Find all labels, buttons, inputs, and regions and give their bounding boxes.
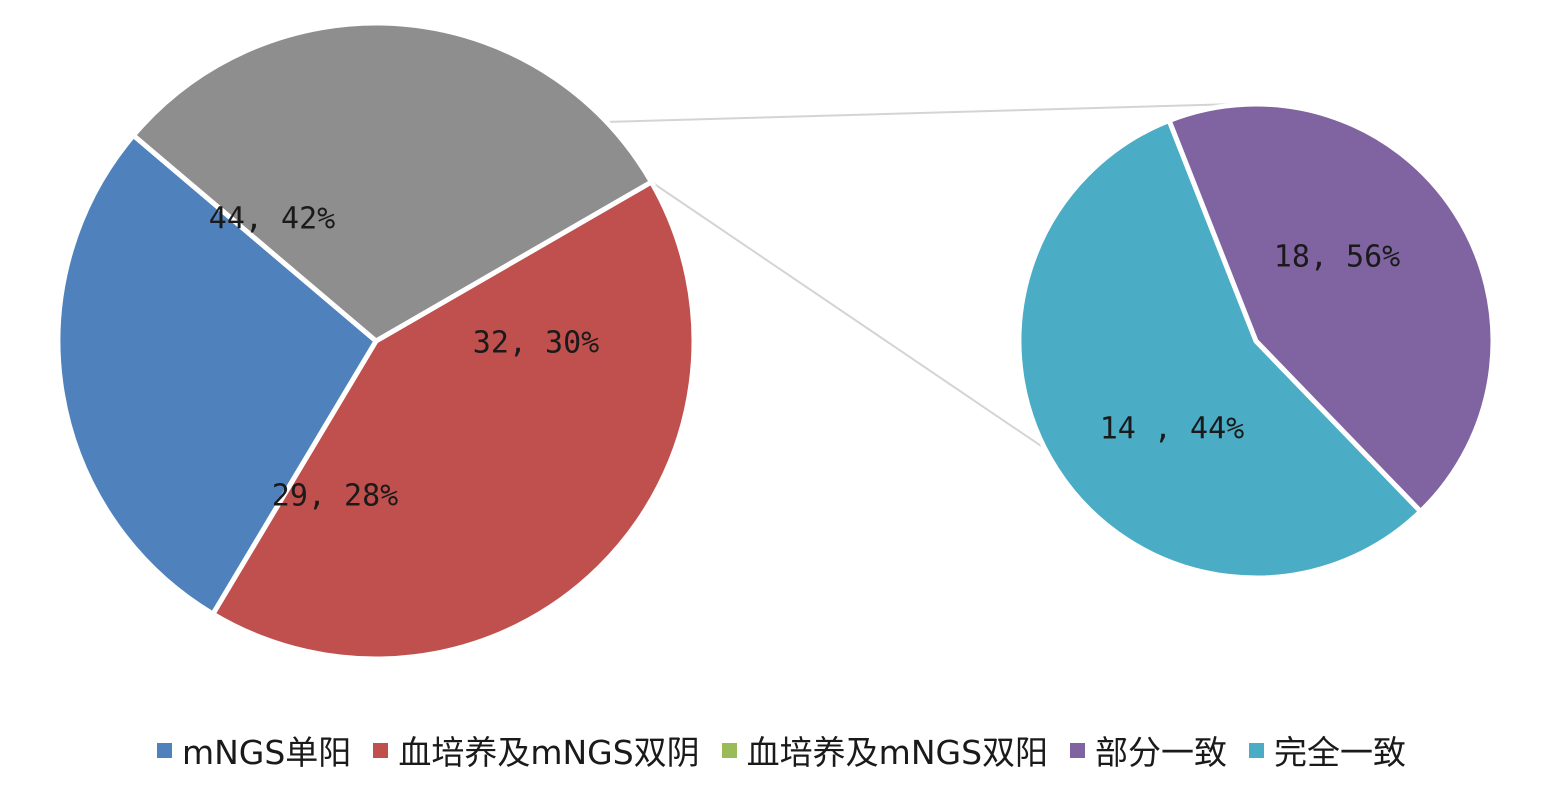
main-pie: [55, 20, 697, 662]
legend-label: 部分一致: [1095, 733, 1228, 772]
main-pie-data-label-1: 29, 28%: [272, 479, 398, 514]
legend-item-0: mNGS单阳: [156, 726, 352, 774]
legend-swatch-icon: [1249, 742, 1265, 758]
main-pie-slice-2: [130, 20, 654, 344]
legend-swatch-icon: [156, 742, 172, 758]
secondary-pie-slice-1: [1166, 101, 1496, 514]
secondary-pie-data-label-0: 18, 56%: [1274, 240, 1400, 275]
legend-label: 血培养及mNGS双阳: [746, 733, 1049, 772]
legend-swatch-icon: [721, 742, 737, 758]
legend-swatch-icon: [373, 742, 389, 758]
data-labels: 44, 42% 29, 28% 32, 30% 18, 56% 14 , 44%: [209, 202, 1400, 514]
main-pie-slice-0: [210, 179, 697, 662]
pie-of-pie-chart: 44, 42% 29, 28% 32, 30% 18, 56% 14 , 44%: [55, 20, 1496, 662]
legend: mNGS单阳 血培养及mNGS双阴 血培养及mNGS双阳 部分一致 完全一致: [0, 722, 1563, 778]
main-pie-data-label-0: 44, 42%: [209, 202, 335, 237]
legend-item-3: 部分一致: [1070, 726, 1227, 774]
legend-swatch-icon: [1070, 742, 1086, 758]
legend-label: 血培养及mNGS双阴: [398, 733, 700, 772]
main-pie-slice-1: [55, 132, 379, 617]
secondary-pie: [1016, 101, 1496, 581]
secondary-pie-slice-0: [1016, 117, 1424, 581]
secondary-pie-data-label-1: 14 , 44%: [1100, 412, 1245, 447]
legend-label: mNGS单阳: [181, 733, 352, 772]
legend-item-4: 完全一致: [1249, 726, 1406, 774]
legend-item-1: 血培养及mNGS双阴: [373, 726, 700, 774]
legend-label: 完全一致: [1274, 733, 1407, 772]
legend-item-2: 血培养及mNGS双阳: [721, 726, 1049, 774]
main-pie-data-label-2: 32, 30%: [473, 326, 599, 361]
